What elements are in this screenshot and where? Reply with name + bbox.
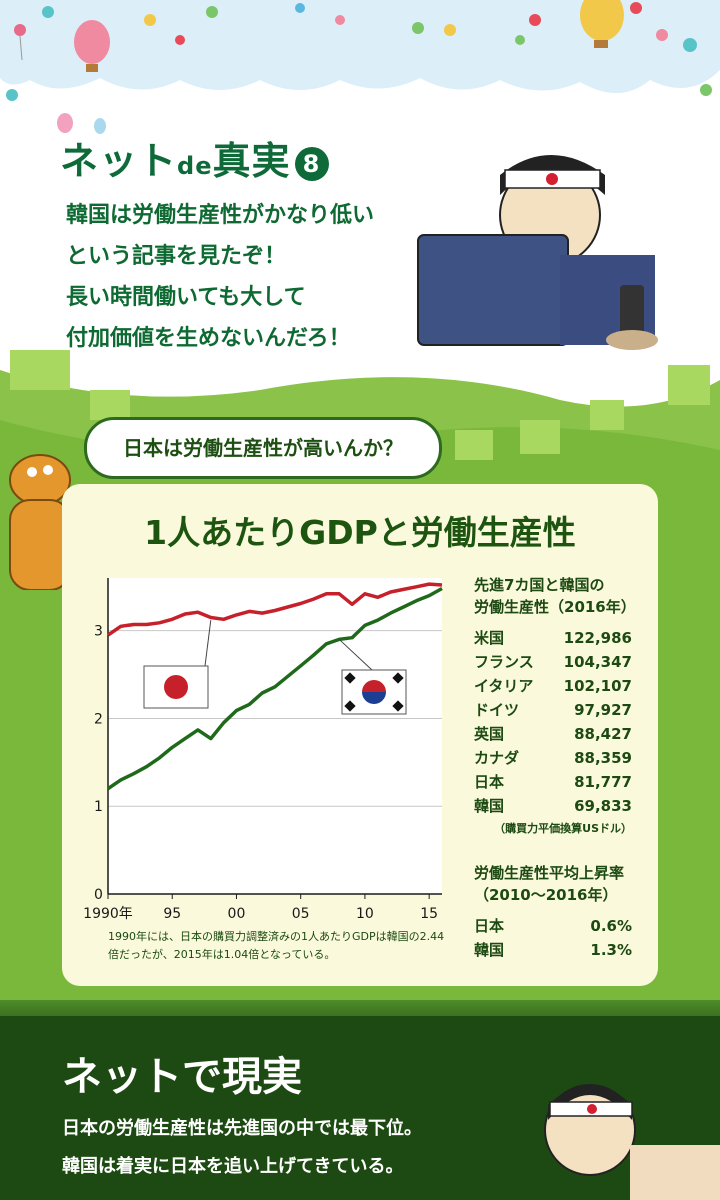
intro-text: 韓国は労働生産性がかなり低い という記事を見たぞ！ 長い時間働いても大して 付加… bbox=[66, 195, 374, 359]
logo-de-text: de bbox=[177, 152, 213, 180]
table-value: 122,986 bbox=[563, 629, 632, 647]
logo-tail-text: 真実 bbox=[212, 139, 291, 183]
table-value: 97,927 bbox=[574, 701, 632, 719]
table-row: 韓国 69,833 bbox=[474, 794, 632, 818]
table-row: 米国 122,986 bbox=[474, 626, 632, 650]
table-country: カナダ bbox=[474, 749, 520, 767]
table-row: カナダ 88,359 bbox=[474, 746, 632, 770]
intro-line: 付加価値を生めないんだろ！ bbox=[66, 326, 351, 351]
table-unit: （購買力平価換算USドル） bbox=[494, 822, 632, 835]
page-title-logo: ネットde真実 8 bbox=[60, 130, 329, 185]
sleeping-man-illustration bbox=[544, 1084, 720, 1200]
table-country: フランス bbox=[474, 653, 534, 671]
footer-line: 日本の労働生産性は先進国の中では最下位。 bbox=[62, 1118, 422, 1139]
man-at-laptop-illustration bbox=[417, 155, 658, 350]
table-value: 104,347 bbox=[563, 653, 632, 671]
table-row: イタリア 102,107 bbox=[474, 674, 632, 698]
table-row: 英国 88,427 bbox=[474, 722, 632, 746]
logo-main-text: ネット bbox=[60, 139, 178, 183]
title-logo-butterflies bbox=[57, 113, 106, 134]
intro-line: 長い時間働いても大して bbox=[66, 285, 306, 310]
table-country: 日本 bbox=[474, 917, 505, 935]
table-heading-2: 労働生産性平均上昇率 bbox=[474, 864, 625, 882]
table-value: 88,427 bbox=[574, 725, 632, 743]
table-row: ドイツ 97,927 bbox=[474, 698, 632, 722]
productivity-table: 先進7カ国と韓国の 労働生産性（2016年） 米国 122,986 フランス 104,… bbox=[474, 574, 636, 962]
table-heading: 先進7カ国と韓国の bbox=[474, 576, 605, 594]
cloud-banner bbox=[0, 0, 720, 101]
table-value: 81,777 bbox=[574, 773, 632, 791]
table-country: ドイツ bbox=[474, 701, 520, 719]
logo-number-badge: 8 bbox=[294, 146, 329, 181]
speech-bubble: 日本は労働生産性が高いんか？ bbox=[84, 417, 442, 479]
intro-line: 韓国は労働生産性がかなり低い bbox=[66, 203, 375, 228]
table-country: 日本 bbox=[474, 773, 505, 791]
table-value: 1.3% bbox=[590, 941, 632, 959]
table-value: 102,107 bbox=[563, 677, 632, 695]
table-value: 69,833 bbox=[574, 797, 632, 815]
footer-line: 韓国は着実に日本を追い上げてきている。 bbox=[62, 1156, 404, 1177]
table-value: 0.6% bbox=[590, 917, 632, 935]
table-row: フランス 104,347 bbox=[474, 650, 632, 674]
table-value: 88,359 bbox=[574, 749, 632, 767]
table-row: 韓国 1.3% bbox=[474, 938, 632, 962]
chart-note: 1990年には、日本の購買力調整済みの1人あたりGDPは韓国の2.44倍だったが… bbox=[108, 930, 445, 961]
table-country: 韓国 bbox=[474, 797, 505, 815]
table-heading: 労働生産性（2016年） bbox=[474, 598, 636, 616]
table-country: 米国 bbox=[474, 629, 505, 647]
intro-line: という記事を見たぞ！ bbox=[66, 244, 287, 269]
table-country: 英国 bbox=[474, 725, 505, 743]
table-row: 日本 81,777 bbox=[474, 770, 632, 794]
mascot-illustration bbox=[9, 454, 71, 590]
table-country: 韓国 bbox=[474, 941, 505, 959]
plot-area bbox=[108, 578, 442, 894]
card-title: 1人あたりGDPと労働生産性 bbox=[144, 513, 576, 552]
table-heading-2: （2010〜2016年） bbox=[474, 886, 618, 904]
table-country: イタリア bbox=[474, 677, 534, 695]
footer-title: ネットで現実 bbox=[62, 1053, 302, 1100]
table-row: 日本 0.6% bbox=[474, 914, 632, 938]
footer-text: 日本の労働生産性は先進国の中では最下位。 韓国は着実に日本を追い上げてきている。 bbox=[62, 1110, 422, 1186]
